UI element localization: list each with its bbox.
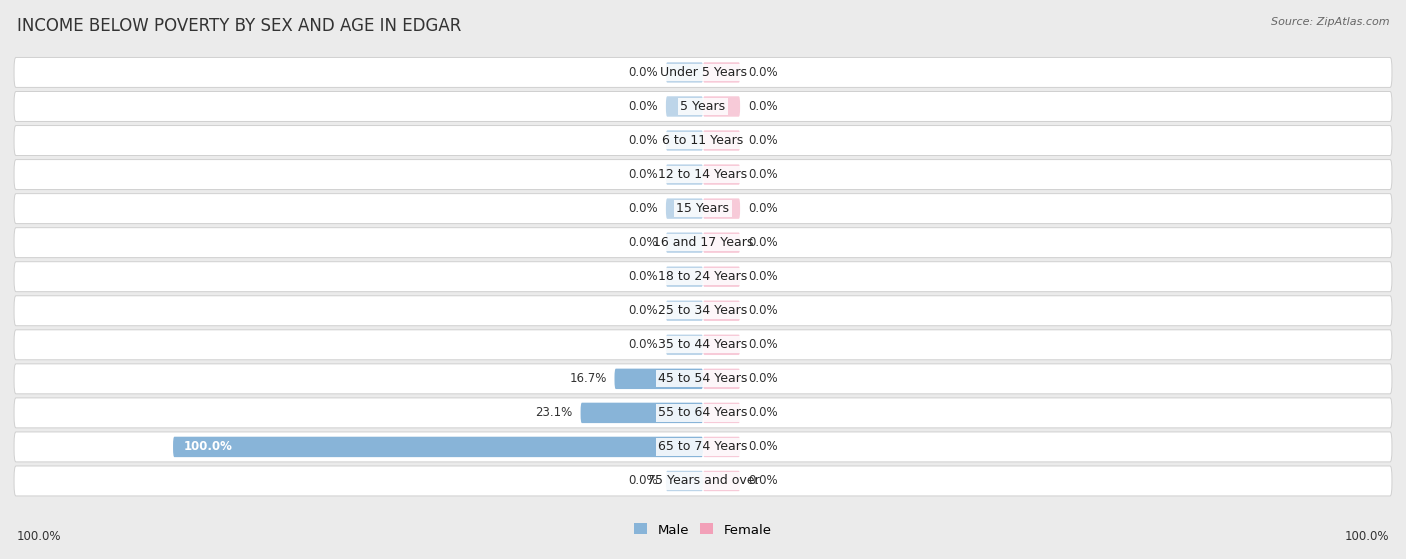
- Text: 0.0%: 0.0%: [748, 440, 778, 453]
- Text: 55 to 64 Years: 55 to 64 Years: [658, 406, 748, 419]
- Text: 0.0%: 0.0%: [628, 66, 658, 79]
- Text: 45 to 54 Years: 45 to 54 Years: [658, 372, 748, 385]
- FancyBboxPatch shape: [581, 402, 703, 423]
- Text: 75 Years and over: 75 Years and over: [647, 475, 759, 487]
- FancyBboxPatch shape: [666, 198, 703, 219]
- FancyBboxPatch shape: [703, 198, 740, 219]
- FancyBboxPatch shape: [703, 164, 740, 185]
- Text: 0.0%: 0.0%: [628, 475, 658, 487]
- Text: 0.0%: 0.0%: [748, 304, 778, 318]
- Text: 16.7%: 16.7%: [569, 372, 606, 385]
- FancyBboxPatch shape: [14, 228, 1392, 258]
- Text: 12 to 14 Years: 12 to 14 Years: [658, 168, 748, 181]
- FancyBboxPatch shape: [14, 432, 1392, 462]
- FancyBboxPatch shape: [703, 233, 740, 253]
- Text: 65 to 74 Years: 65 to 74 Years: [658, 440, 748, 453]
- Text: 100.0%: 100.0%: [17, 530, 62, 543]
- Text: Source: ZipAtlas.com: Source: ZipAtlas.com: [1271, 17, 1389, 27]
- Text: 0.0%: 0.0%: [628, 270, 658, 283]
- FancyBboxPatch shape: [703, 402, 740, 423]
- FancyBboxPatch shape: [14, 262, 1392, 292]
- Text: 35 to 44 Years: 35 to 44 Years: [658, 338, 748, 351]
- FancyBboxPatch shape: [703, 130, 740, 151]
- Text: 16 and 17 Years: 16 and 17 Years: [652, 236, 754, 249]
- FancyBboxPatch shape: [14, 330, 1392, 360]
- Text: 0.0%: 0.0%: [748, 338, 778, 351]
- Text: Under 5 Years: Under 5 Years: [659, 66, 747, 79]
- FancyBboxPatch shape: [14, 398, 1392, 428]
- Text: 0.0%: 0.0%: [748, 168, 778, 181]
- Text: INCOME BELOW POVERTY BY SEX AND AGE IN EDGAR: INCOME BELOW POVERTY BY SEX AND AGE IN E…: [17, 17, 461, 35]
- Text: 0.0%: 0.0%: [628, 168, 658, 181]
- Text: 18 to 24 Years: 18 to 24 Years: [658, 270, 748, 283]
- FancyBboxPatch shape: [614, 368, 703, 389]
- FancyBboxPatch shape: [666, 96, 703, 117]
- FancyBboxPatch shape: [14, 126, 1392, 155]
- FancyBboxPatch shape: [666, 62, 703, 83]
- FancyBboxPatch shape: [703, 471, 740, 491]
- FancyBboxPatch shape: [14, 296, 1392, 326]
- FancyBboxPatch shape: [14, 364, 1392, 394]
- Text: 100.0%: 100.0%: [1344, 530, 1389, 543]
- Text: 100.0%: 100.0%: [184, 440, 232, 453]
- Text: 0.0%: 0.0%: [748, 202, 778, 215]
- FancyBboxPatch shape: [173, 437, 703, 457]
- Text: 0.0%: 0.0%: [748, 236, 778, 249]
- Text: 0.0%: 0.0%: [628, 100, 658, 113]
- FancyBboxPatch shape: [666, 233, 703, 253]
- Text: 0.0%: 0.0%: [628, 338, 658, 351]
- Text: 0.0%: 0.0%: [628, 236, 658, 249]
- FancyBboxPatch shape: [14, 466, 1392, 496]
- Text: 5 Years: 5 Years: [681, 100, 725, 113]
- Text: 15 Years: 15 Years: [676, 202, 730, 215]
- FancyBboxPatch shape: [666, 335, 703, 355]
- FancyBboxPatch shape: [666, 130, 703, 151]
- Text: 0.0%: 0.0%: [748, 475, 778, 487]
- FancyBboxPatch shape: [14, 58, 1392, 87]
- FancyBboxPatch shape: [14, 92, 1392, 121]
- Text: 23.1%: 23.1%: [536, 406, 572, 419]
- Text: 6 to 11 Years: 6 to 11 Years: [662, 134, 744, 147]
- Text: 0.0%: 0.0%: [748, 372, 778, 385]
- Text: 0.0%: 0.0%: [748, 270, 778, 283]
- FancyBboxPatch shape: [703, 267, 740, 287]
- FancyBboxPatch shape: [14, 159, 1392, 190]
- Text: 0.0%: 0.0%: [628, 134, 658, 147]
- FancyBboxPatch shape: [703, 62, 740, 83]
- FancyBboxPatch shape: [666, 301, 703, 321]
- FancyBboxPatch shape: [666, 267, 703, 287]
- FancyBboxPatch shape: [703, 335, 740, 355]
- Text: 0.0%: 0.0%: [748, 100, 778, 113]
- Text: 25 to 34 Years: 25 to 34 Years: [658, 304, 748, 318]
- FancyBboxPatch shape: [14, 193, 1392, 224]
- Text: 0.0%: 0.0%: [748, 406, 778, 419]
- FancyBboxPatch shape: [666, 164, 703, 185]
- Legend: Male, Female: Male, Female: [628, 518, 778, 542]
- FancyBboxPatch shape: [703, 301, 740, 321]
- FancyBboxPatch shape: [703, 437, 740, 457]
- FancyBboxPatch shape: [666, 471, 703, 491]
- FancyBboxPatch shape: [703, 96, 740, 117]
- Text: 0.0%: 0.0%: [748, 66, 778, 79]
- Text: 0.0%: 0.0%: [628, 202, 658, 215]
- Text: 0.0%: 0.0%: [628, 304, 658, 318]
- Text: 0.0%: 0.0%: [748, 134, 778, 147]
- FancyBboxPatch shape: [703, 368, 740, 389]
